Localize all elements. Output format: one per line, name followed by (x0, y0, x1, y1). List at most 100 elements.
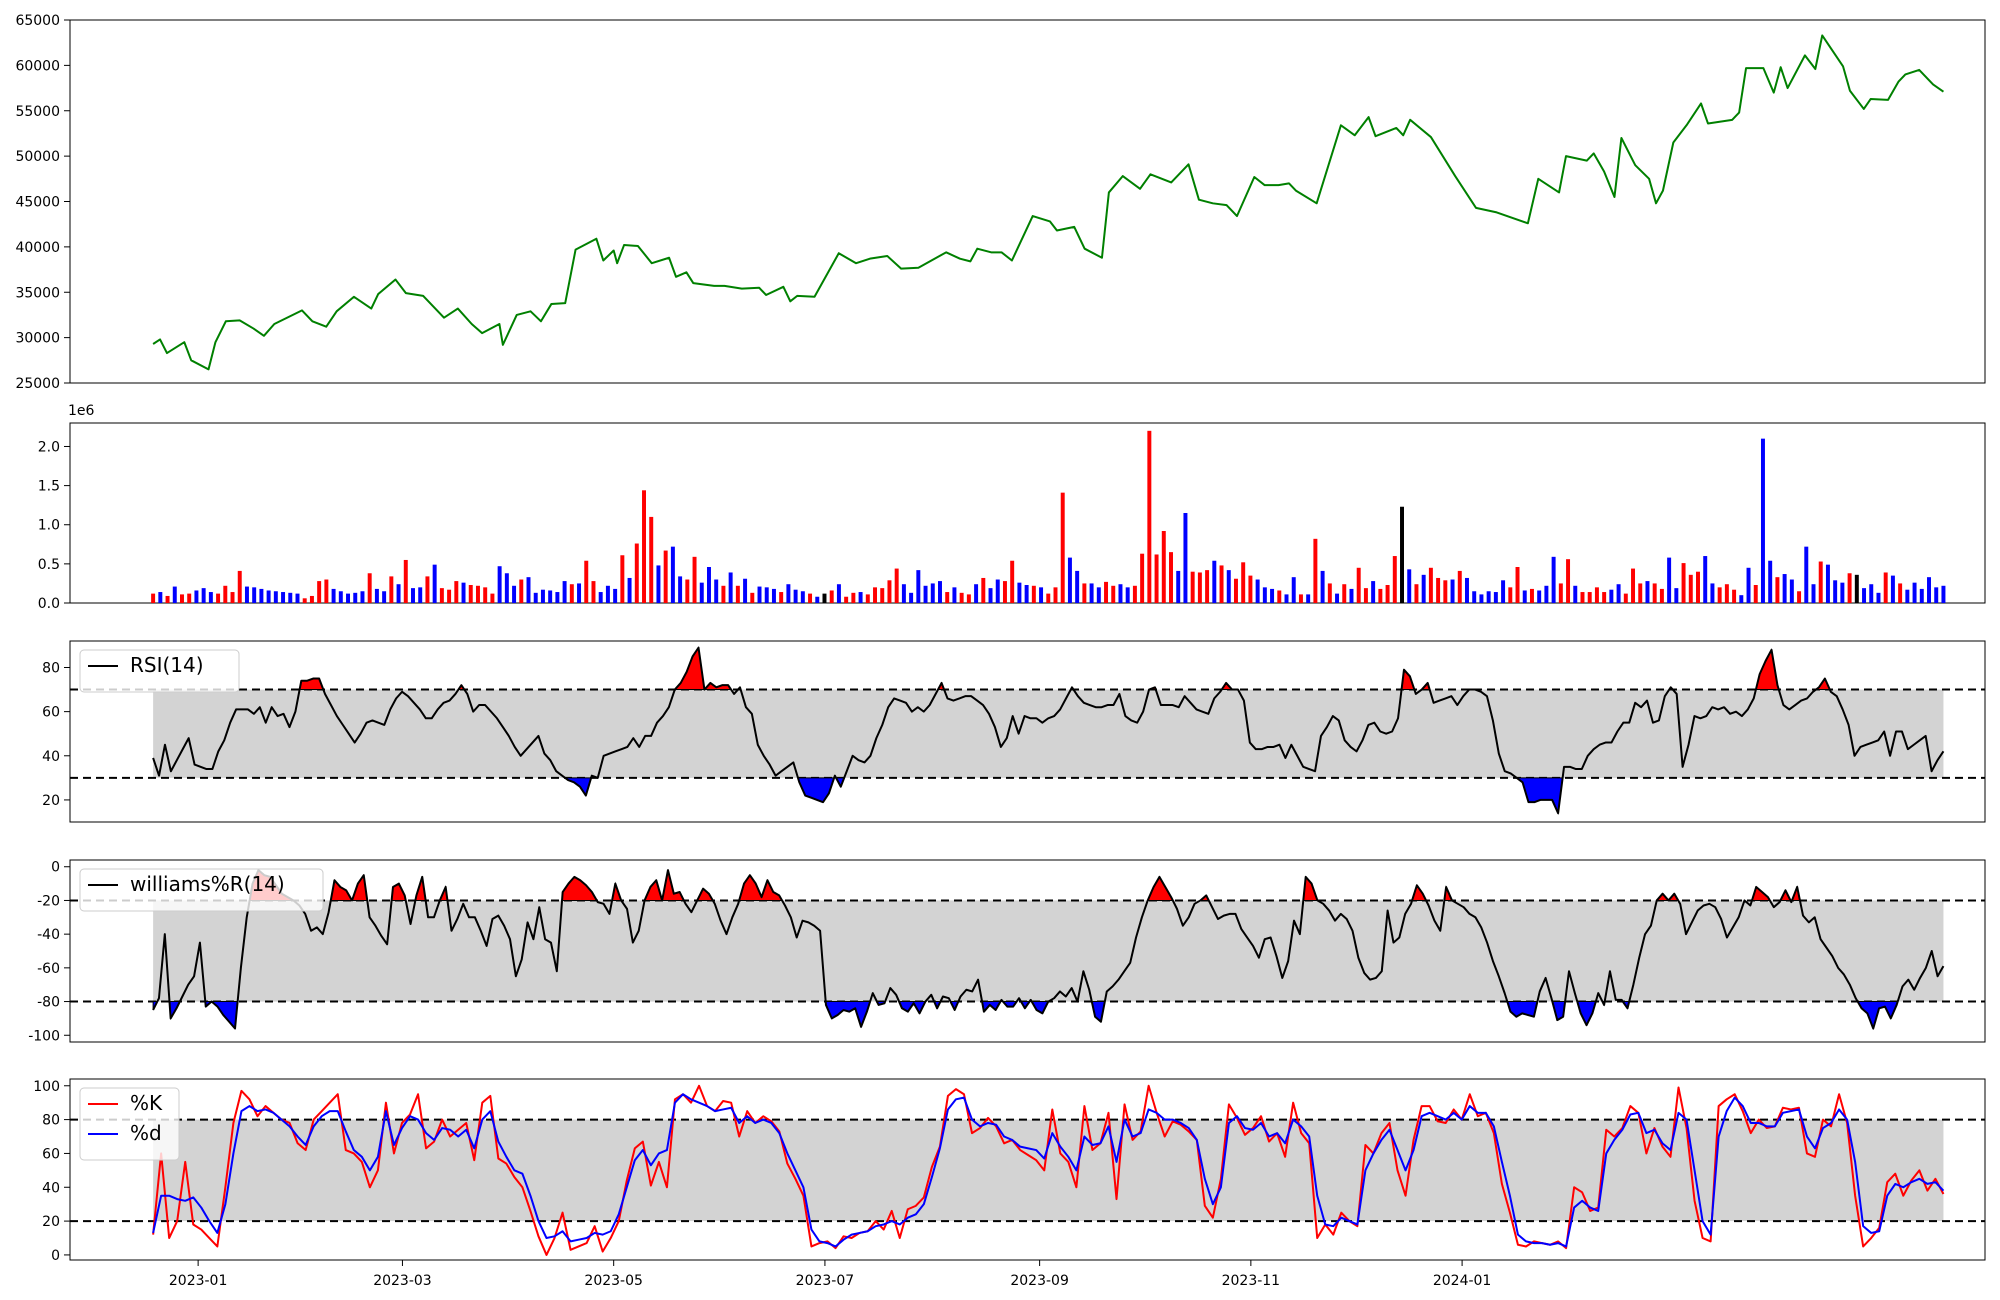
volume-bar (1890, 575, 1895, 603)
volume-bar (873, 587, 878, 603)
volume-bar (1775, 577, 1780, 603)
volume-bar (1219, 565, 1224, 603)
volume-y-tick-label: 1.0 (38, 518, 60, 534)
volume-bar (1031, 585, 1036, 603)
volume-bar (1111, 585, 1116, 603)
stochastic-d-line (152, 1093, 1945, 1248)
volume-bar (1313, 538, 1318, 603)
volume-bar (858, 592, 863, 603)
volume-bar (1898, 583, 1903, 603)
rsi-y-tick-label: 40 (42, 749, 60, 765)
volume-bar (1667, 557, 1672, 603)
volume-bar (1118, 584, 1123, 603)
x-tick-label: 2023-03 (373, 1273, 432, 1289)
volume-bar (1760, 438, 1765, 603)
volume-bar (1746, 567, 1751, 603)
williams-overbought-fill (1146, 875, 1174, 901)
volume-y-tick-label: 0.5 (38, 557, 60, 573)
volume-bar (1941, 585, 1946, 603)
volume-bar (1241, 562, 1246, 603)
volume-bar (1342, 584, 1347, 603)
volume-bar (1320, 570, 1325, 603)
x-tick-label: 2023-01 (169, 1273, 228, 1289)
stochastic-legend-label: %d (130, 1121, 162, 1145)
volume-bar (1443, 580, 1448, 603)
volume-bar (721, 585, 726, 603)
volume-bar (1327, 583, 1332, 603)
volume-bar (887, 580, 892, 603)
volume-bar (1862, 588, 1867, 603)
volume-bar (663, 550, 668, 603)
volume-bar (273, 591, 278, 603)
volume-bar (974, 584, 979, 603)
volume-y-tick-label: 1.5 (38, 479, 60, 495)
volume-bar (512, 585, 517, 603)
volume-bar (266, 590, 271, 603)
volume-bar (230, 592, 235, 603)
volume-bar (1371, 581, 1376, 603)
williams-y-tick-label: -80 (37, 995, 60, 1011)
volume-bar (1486, 591, 1491, 603)
volume-bar (418, 587, 423, 603)
volume-bar (1645, 581, 1650, 603)
volume-bar (1818, 561, 1823, 603)
x-tick-label: 2023-05 (584, 1273, 643, 1289)
volume-bar (353, 592, 358, 603)
volume-bar (880, 588, 885, 603)
volume-bar (490, 593, 495, 603)
volume-bar (1291, 577, 1296, 603)
price-panel (69, 19, 1986, 384)
volume-bar (851, 592, 856, 603)
volume-bar (1804, 546, 1809, 603)
volume-bar (1457, 570, 1462, 603)
volume-bar (1125, 587, 1130, 603)
rsi-legend: RSI(14) (79, 649, 240, 693)
volume-bar (909, 592, 914, 603)
volume-bar (1039, 587, 1044, 603)
volume-bar (678, 576, 683, 603)
volume-bar (555, 592, 560, 603)
volume-bar (815, 596, 820, 603)
volume-bar (605, 585, 610, 603)
williams-oversold-fill (1506, 1001, 1539, 1018)
volume-bar (216, 593, 221, 603)
volume-bar (1392, 556, 1397, 603)
volume-bar (1002, 581, 1007, 603)
volume-bar (439, 588, 444, 603)
volume-bar (1010, 560, 1015, 603)
volume-bar (728, 572, 733, 603)
price-y-tick-label: 35000 (15, 285, 60, 301)
volume-bar (288, 592, 293, 603)
volume-bar (1522, 590, 1527, 603)
volume-bar (187, 593, 192, 603)
volume-bar (894, 568, 899, 603)
x-tick-label: 2023-11 (1222, 1273, 1281, 1289)
volume-bar (1400, 506, 1404, 603)
volume-bar (223, 585, 228, 603)
price-y-tick-label: 25000 (15, 376, 60, 392)
volume-bar (1104, 581, 1109, 603)
volume-bar (1580, 592, 1585, 603)
volume-bar (194, 590, 199, 603)
volume-bar (1825, 564, 1830, 603)
volume-bar (1378, 588, 1383, 603)
stochastic-legend-box (79, 1087, 180, 1161)
volume-bar (1197, 572, 1202, 603)
volume-bar (396, 584, 401, 603)
price-y-tick-label: 65000 (15, 13, 60, 29)
williams-y-tick-label: -20 (37, 893, 60, 909)
volume-bar (295, 593, 300, 603)
volume-bar (844, 596, 849, 603)
volume-bar (367, 573, 372, 603)
stochastic-y-tick-label: 0 (51, 1248, 60, 1264)
volume-bar (201, 588, 206, 603)
rsi-line (152, 646, 1945, 815)
stochastic-y-tick-label: 60 (42, 1146, 60, 1162)
volume-bar (302, 598, 307, 603)
volume-bar (598, 592, 603, 603)
volume-bar (1436, 577, 1441, 603)
volume-bar (779, 592, 784, 603)
volume-bar (793, 589, 798, 603)
volume-bar (1696, 571, 1700, 603)
volume-bar (1349, 588, 1354, 603)
